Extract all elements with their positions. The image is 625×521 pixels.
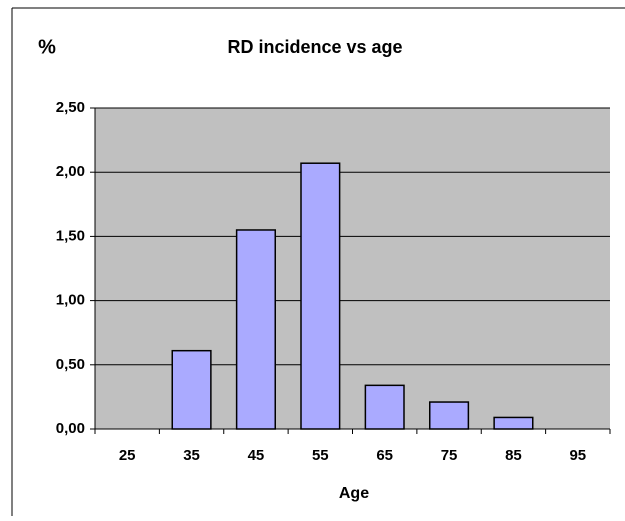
chart-title: RD incidence vs age (227, 37, 402, 57)
x-axis-label: Age (339, 485, 369, 502)
x-tick-label: 25 (119, 447, 136, 464)
y-axis-label: % (38, 36, 56, 58)
y-tick-label: 2,00 (56, 163, 85, 180)
bar (429, 401, 470, 430)
x-tick-label: 85 (505, 447, 522, 464)
y-tick-label: 2,50 (56, 99, 85, 116)
bar (300, 162, 341, 430)
x-tick-label: 95 (569, 447, 586, 464)
x-tick-label: 55 (312, 447, 329, 464)
x-tick-label: 35 (183, 447, 200, 464)
y-tick-label: 1,00 (56, 292, 85, 309)
bar (235, 229, 276, 430)
x-tick-label: 65 (376, 447, 393, 464)
x-tick-label: 45 (248, 447, 265, 464)
y-tick-label: 0,00 (56, 420, 85, 437)
bar (171, 349, 212, 430)
bar (493, 416, 534, 430)
x-tick-label: 75 (441, 447, 458, 464)
bar (364, 384, 405, 430)
y-tick-label: 1,50 (56, 227, 85, 244)
y-tick-label: 0,50 (56, 356, 85, 373)
